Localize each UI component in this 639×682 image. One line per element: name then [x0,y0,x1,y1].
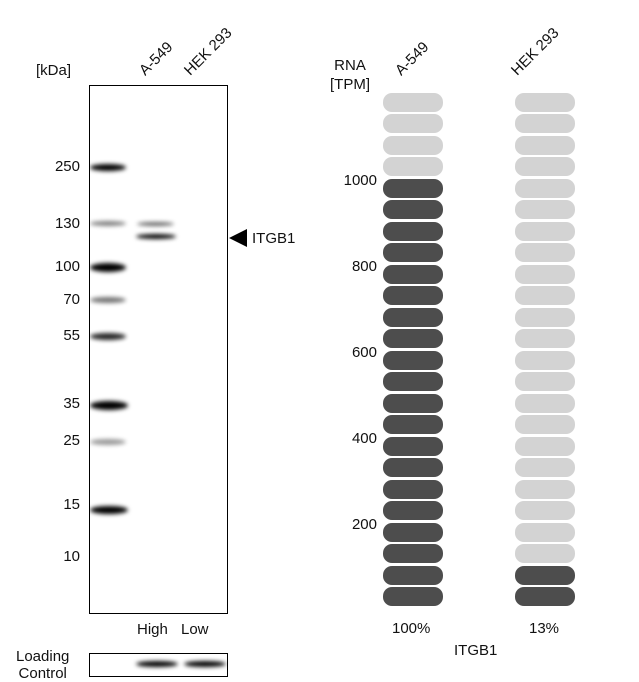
y-tick-600: 600 [351,344,377,361]
value-label-hek293: 13% [529,620,560,637]
rna-segment [383,92,443,112]
rna-segment [515,221,575,241]
target-label: ITGB1 [252,230,296,247]
marker-250: 250 [54,158,80,175]
gene-label: ITGB1 [454,642,498,659]
rna-segment [383,415,443,434]
marker-35: 35 [63,395,80,412]
rna-segment [515,587,575,606]
rna-axis-label: RNA [TPM] [330,57,370,93]
western-blot [89,85,228,614]
marker-15: 15 [63,496,80,513]
y-tick-400: 400 [351,430,377,447]
rna-segment [515,565,575,585]
rna-segment [515,307,575,327]
rna-segment [383,393,443,413]
value-label-a549: 100% [392,620,431,637]
rna-segment [515,329,575,348]
marker-10: 10 [63,548,80,565]
rna-segment [515,135,575,155]
rna-segment [383,264,443,284]
target-arrow-icon [229,229,247,247]
rna-segment [515,350,575,370]
expression-high: High [137,621,168,638]
rna-segment [515,436,575,456]
rna-segment [383,458,443,477]
rna-segment [383,307,443,327]
rna-segment [515,479,575,499]
rna-segment [515,393,575,413]
rna-segment [515,243,575,262]
rna-segment [515,157,575,176]
lane-label-a549: A-549 [135,38,177,79]
rna-segment [383,372,443,391]
rna-segment [383,522,443,542]
rna-segment [383,243,443,262]
rna-segment [383,135,443,155]
rna-segment [515,415,575,434]
rna-segment [383,501,443,520]
rna-category-hek293: HEK 293 [507,24,563,80]
rna-segment [515,522,575,542]
rna-segment [515,200,575,219]
rna-segment [383,436,443,456]
y-tick-800: 800 [351,258,377,275]
rna-segment [383,157,443,176]
loading-control-label: Loading Control [16,648,70,682]
expression-low: Low [181,621,209,638]
rna-segment [515,286,575,305]
rna-segment [515,92,575,112]
marker-70: 70 [63,291,80,308]
rna-segment [383,565,443,585]
unit-label: [kDa] [36,62,72,79]
lane-label-hek293: HEK 293 [180,24,236,80]
marker-130: 130 [54,215,80,232]
rna-category-a549: A-549 [391,38,433,79]
rna-segment [515,114,575,133]
rna-segment [383,178,443,198]
rna-segment [383,350,443,370]
y-tick-1000: 1000 [343,172,377,189]
rna-segment [383,221,443,241]
rna-segment [515,458,575,477]
rna-segment [383,329,443,348]
marker-55: 55 [63,327,80,344]
rna-segment [515,544,575,563]
rna-segment [383,587,443,606]
rna-segment [515,372,575,391]
rna-segment [515,501,575,520]
y-tick-200: 200 [351,516,377,533]
marker-25: 25 [63,432,80,449]
rna-segment [383,286,443,305]
rna-segment [383,544,443,563]
rna-segment [383,114,443,133]
rna-segment [515,178,575,198]
rna-segment [383,200,443,219]
rna-segment [515,264,575,284]
marker-100: 100 [54,258,80,275]
rna-segment [383,479,443,499]
loading-control-blot [89,653,228,677]
